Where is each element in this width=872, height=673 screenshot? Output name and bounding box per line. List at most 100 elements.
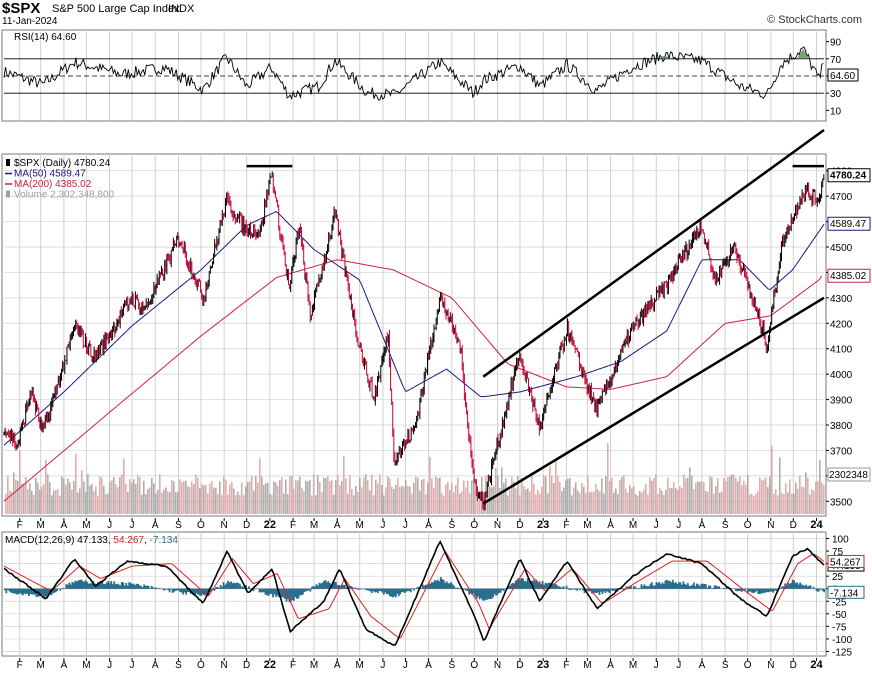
macd-histogram-bar [397,588,400,597]
volume-bar [625,488,627,514]
date-tick-label: N [221,520,228,531]
macd-histogram-bar [411,588,414,589]
volume-bar [727,477,729,514]
volume-bar [653,477,655,514]
macd-histogram-bar [808,585,811,589]
volume-bar [731,474,733,514]
moving-average-lines [3,211,825,502]
macd-histogram-bar [692,582,695,589]
macd-histogram-bar [110,581,113,589]
volume-bar [389,478,391,514]
macd-histogram-bar [114,584,117,589]
date-tick-label: S [175,520,182,531]
macd-histogram-bar [405,588,408,592]
volume-bar [433,487,435,514]
macd-histogram-bar [648,586,650,589]
macd-histogram-bar [660,584,662,589]
volume-bar [479,491,481,514]
volume-bar [491,487,493,514]
volume-bar [49,482,51,514]
volume-bar [221,495,223,514]
volume-bar [811,489,813,514]
macd-histogram-bar [698,585,701,589]
volume-bar [331,479,333,514]
volume-bar [719,492,721,514]
macd-histogram-bar [65,584,68,589]
volume-bar [793,493,795,514]
volume-bar [199,488,201,514]
macd-histogram-bar [421,584,424,589]
macd-histogram-bar [716,586,719,589]
volume-bar [19,450,21,514]
macd-histogram-bar [327,581,330,589]
macd-histogram-bar [4,588,6,591]
volume-bar [757,491,759,514]
date-tick-label: F [17,520,23,531]
volume-bar [417,477,419,514]
rsi-panel-frame [1,29,827,122]
volume-bar [529,491,531,514]
date-tick-label: A [61,660,68,671]
macd-histogram-bar [266,588,268,596]
macd-histogram-bar [701,583,704,589]
macd-histogram-bar [628,586,631,589]
rsi-overbought-fill [220,57,233,59]
macd-histogram-bar [116,583,119,589]
volume-bar [399,487,401,514]
volume-bar [755,493,757,514]
volume-bar [355,485,357,514]
macd-histogram-bar [610,588,613,591]
macd-histogram-bar [185,588,188,595]
volume-bar [367,479,369,514]
volume-bar [683,474,685,514]
macd-histogram-bar [791,579,794,589]
macd-histogram-bar [559,586,562,589]
macd-histogram-bar [462,588,465,591]
macd-histogram-bar [577,588,580,590]
macd-histogram-bar [737,588,740,592]
date-tick-label: S [175,660,182,671]
macd-histogram-bar [655,581,658,589]
volume-bar [59,495,61,514]
volume-bar [379,474,381,514]
macd-histogram-bar [276,588,279,596]
volume-bar [77,492,79,514]
volume-bar [25,477,27,514]
macd-histogram-bar [423,585,426,589]
macd-histogram-bar [487,588,490,600]
macd-histogram-bar [348,586,351,589]
volume-bar [395,485,397,514]
macd-histogram-bar [709,585,712,589]
volume-bar [287,494,289,514]
macd-histogram-bar [570,588,572,590]
macd-histogram-bar [510,584,513,589]
macd-histogram-bar [17,588,20,595]
volume-bar [403,486,405,514]
volume-bar [113,477,115,514]
macd-histogram-bar [326,582,328,589]
macd-histogram-bar [483,588,486,601]
date-tick-label: J [380,660,385,671]
volume-bar [99,476,101,514]
volume-bar [71,489,73,514]
date-tick-label: N [767,660,774,671]
volume-bar [173,481,175,514]
macd-histogram-bar [429,583,432,589]
macd-histogram-bar [360,588,363,590]
macd-histogram-bar [45,588,48,599]
volume-bar [193,484,195,514]
date-tick-label: A [152,520,159,531]
volume-bar [167,491,169,514]
price-axis-label: 3800 [830,421,853,432]
chart-date: 11-Jan-2024 [2,16,58,27]
macd-histogram-bar [595,588,598,594]
volume-bar [405,480,407,514]
macd-histogram-bar [275,588,277,597]
macd-histogram-bar [134,585,137,589]
volume-bar [803,487,805,514]
macd-histogram-bar [639,588,641,589]
volume-bar [211,481,213,514]
volume-bar [215,487,217,514]
volume-bar [459,493,461,514]
